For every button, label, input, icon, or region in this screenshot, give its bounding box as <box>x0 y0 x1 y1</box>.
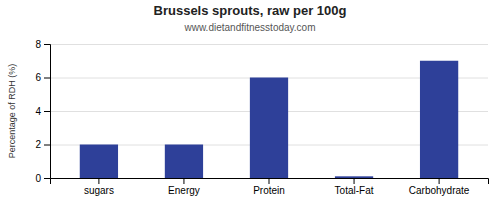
y-tick-mark <box>44 78 50 79</box>
y-tick: 6 <box>35 72 50 83</box>
x-tick-label: Total-Fat <box>335 185 374 196</box>
y-tick-mark <box>44 178 50 179</box>
y-tick-mark <box>44 145 50 146</box>
x-axis: sugars Energy Protein Total-Fat Carbohydrate <box>51 178 489 196</box>
x-axis-line <box>51 179 489 185</box>
y-tick: 0 <box>35 173 50 184</box>
grid <box>50 45 488 179</box>
y-tick-mark <box>44 111 50 112</box>
x-tick-mark <box>98 178 99 184</box>
subtitle: www.dietandfitnesstoday.com <box>184 22 316 33</box>
y-tick-label: 6 <box>35 72 41 83</box>
bar <box>250 78 288 179</box>
x-tick-mark <box>354 178 355 184</box>
y-tick-label: 8 <box>35 39 41 50</box>
x-tick: Protein <box>253 178 285 196</box>
chart: 0 2 4 6 8 sugars Energy Protein Total-Fat Carbohy… <box>0 0 500 200</box>
y-tick-label: 2 <box>35 139 41 150</box>
grid-tick <box>50 44 488 45</box>
x-tick: Total-Fat <box>335 178 374 196</box>
x-tick-label: sugars <box>84 185 114 196</box>
x-tick-label: Energy <box>168 185 200 196</box>
y-tick-label: 4 <box>35 106 41 117</box>
y-tick-mark <box>44 44 50 45</box>
grid-line <box>50 44 488 45</box>
x-tick-mark <box>439 178 440 184</box>
y-axis-line <box>44 45 51 179</box>
x-tick: Carbohydrate <box>409 178 470 196</box>
bar <box>165 145 203 179</box>
y-tick: 4 <box>35 106 50 117</box>
plot: 0 2 4 6 8 sugars Energy Protein Total-Fat Carbohy… <box>35 39 488 196</box>
y-tick: 8 <box>35 39 50 50</box>
y-axis-title: Percentage of RDH (%) <box>7 64 17 159</box>
title: Brussels sprouts, raw per 100g <box>154 3 347 18</box>
y-tick: 2 <box>35 139 50 150</box>
x-tick: sugars <box>84 178 114 196</box>
bar <box>80 145 118 179</box>
bar <box>420 61 458 178</box>
bar <box>335 176 373 178</box>
y-tick-label: 0 <box>35 173 41 184</box>
bars <box>80 61 458 178</box>
x-tick-mark <box>183 178 184 184</box>
x-tick: Energy <box>168 178 200 196</box>
x-tick-label: Protein <box>253 185 285 196</box>
x-tick-mark <box>269 178 270 184</box>
y-axis: 0 2 4 6 8 <box>35 39 50 184</box>
x-tick-label: Carbohydrate <box>409 185 470 196</box>
